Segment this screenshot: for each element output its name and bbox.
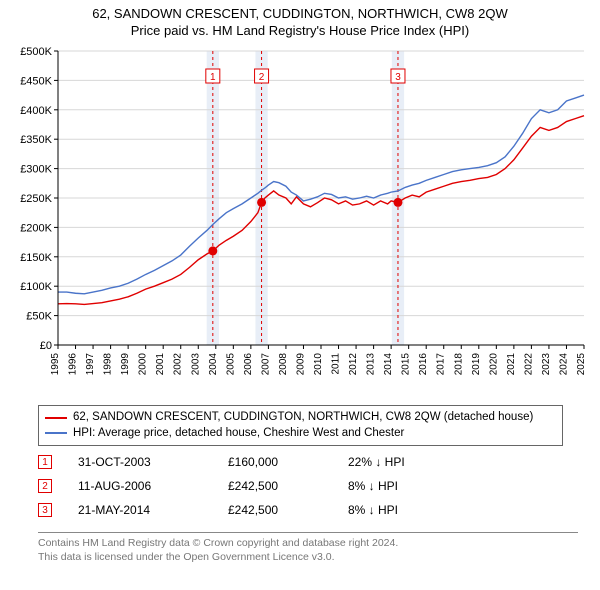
svg-text:2005: 2005 (225, 353, 236, 376)
svg-text:£400K: £400K (20, 105, 52, 117)
sale-pct-3: 8% ↓ HPI (348, 503, 498, 517)
attribution-line-2: This data is licensed under the Open Gov… (38, 551, 578, 565)
svg-text:£450K: £450K (20, 75, 52, 87)
sale-pct-1: 22% ↓ HPI (348, 455, 498, 469)
svg-text:2015: 2015 (401, 353, 412, 376)
svg-text:2002: 2002 (173, 353, 184, 376)
sale-pct-2: 8% ↓ HPI (348, 479, 498, 493)
sale-price-3: £242,500 (228, 503, 348, 517)
legend-label-hpi: HPI: Average price, detached house, Ches… (73, 426, 404, 442)
sale-price-1: £160,000 (228, 455, 348, 469)
sale-number-box-1: 1 (38, 455, 52, 469)
page-subtitle: Price paid vs. HM Land Registry's House … (0, 23, 600, 40)
svg-text:£250K: £250K (20, 193, 52, 205)
svg-text:2024: 2024 (558, 353, 569, 376)
svg-text:2004: 2004 (208, 353, 219, 376)
svg-text:1999: 1999 (120, 353, 131, 376)
svg-text:2009: 2009 (295, 353, 306, 376)
svg-text:2012: 2012 (348, 353, 359, 376)
svg-text:3: 3 (395, 72, 401, 83)
sale-date-2: 11-AUG-2006 (78, 479, 228, 493)
svg-text:2010: 2010 (313, 353, 324, 376)
sale-number-box-2: 2 (38, 479, 52, 493)
sales-table: 1 31-OCT-2003 £160,000 22% ↓ HPI 2 11-AU… (38, 450, 563, 522)
svg-text:2003: 2003 (190, 353, 201, 376)
svg-text:1: 1 (210, 72, 216, 83)
svg-text:2023: 2023 (541, 353, 552, 376)
legend-label-property: 62, SANDOWN CRESCENT, CUDDINGTON, NORTHW… (73, 410, 533, 426)
svg-text:1995: 1995 (50, 353, 61, 376)
page-root: 62, SANDOWN CRESCENT, CUDDINGTON, NORTHW… (0, 0, 600, 590)
sale-date-1: 31-OCT-2003 (78, 455, 228, 469)
attribution: Contains HM Land Registry data © Crown c… (38, 532, 578, 564)
price-chart: £0 £50K £100K £150K £200K £250K £300K £350K £400… (10, 45, 590, 395)
svg-text:2022: 2022 (523, 353, 534, 376)
svg-text:2007: 2007 (260, 353, 271, 376)
svg-text:1998: 1998 (103, 353, 114, 376)
legend-row-hpi: HPI: Average price, detached house, Ches… (45, 426, 556, 442)
svg-text:2016: 2016 (418, 353, 429, 376)
svg-text:2001: 2001 (155, 353, 166, 376)
svg-text:£500K: £500K (20, 46, 52, 58)
svg-text:2019: 2019 (471, 353, 482, 376)
svg-text:1997: 1997 (85, 353, 96, 376)
svg-text:2021: 2021 (506, 353, 517, 376)
svg-text:£50K: £50K (26, 311, 52, 323)
svg-text:2018: 2018 (453, 353, 464, 376)
svg-text:1996: 1996 (68, 353, 79, 376)
svg-text:2011: 2011 (331, 353, 342, 375)
svg-text:2017: 2017 (436, 353, 447, 376)
svg-text:£350K: £350K (20, 134, 52, 146)
svg-text:2006: 2006 (243, 353, 254, 376)
svg-text:2: 2 (259, 72, 265, 83)
svg-text:£150K: £150K (20, 252, 52, 264)
sales-row-1: 1 31-OCT-2003 £160,000 22% ↓ HPI (38, 450, 563, 474)
chart-svg: £0 £50K £100K £150K £200K £250K £300K £350K £400… (10, 45, 590, 395)
svg-text:2020: 2020 (488, 353, 499, 376)
svg-text:£0: £0 (40, 340, 52, 352)
svg-text:2000: 2000 (138, 353, 149, 376)
svg-text:£300K: £300K (20, 164, 52, 176)
page-title: 62, SANDOWN CRESCENT, CUDDINGTON, NORTHW… (0, 0, 600, 23)
svg-text:2025: 2025 (576, 353, 587, 376)
svg-text:2008: 2008 (278, 353, 289, 376)
legend-swatch-property (45, 417, 67, 419)
sale-number-box-3: 3 (38, 503, 52, 517)
attribution-line-1: Contains HM Land Registry data © Crown c… (38, 537, 578, 551)
sale-date-3: 21-MAY-2014 (78, 503, 228, 517)
legend-box: 62, SANDOWN CRESCENT, CUDDINGTON, NORTHW… (38, 405, 563, 446)
sales-row-2: 2 11-AUG-2006 £242,500 8% ↓ HPI (38, 474, 563, 498)
legend-row-property: 62, SANDOWN CRESCENT, CUDDINGTON, NORTHW… (45, 410, 556, 426)
sales-row-3: 3 21-MAY-2014 £242,500 8% ↓ HPI (38, 498, 563, 522)
svg-text:£100K: £100K (20, 281, 52, 293)
svg-text:2014: 2014 (383, 353, 394, 376)
legend-swatch-hpi (45, 432, 67, 434)
svg-text:£200K: £200K (20, 222, 52, 234)
svg-text:2013: 2013 (366, 353, 377, 376)
sale-price-2: £242,500 (228, 479, 348, 493)
